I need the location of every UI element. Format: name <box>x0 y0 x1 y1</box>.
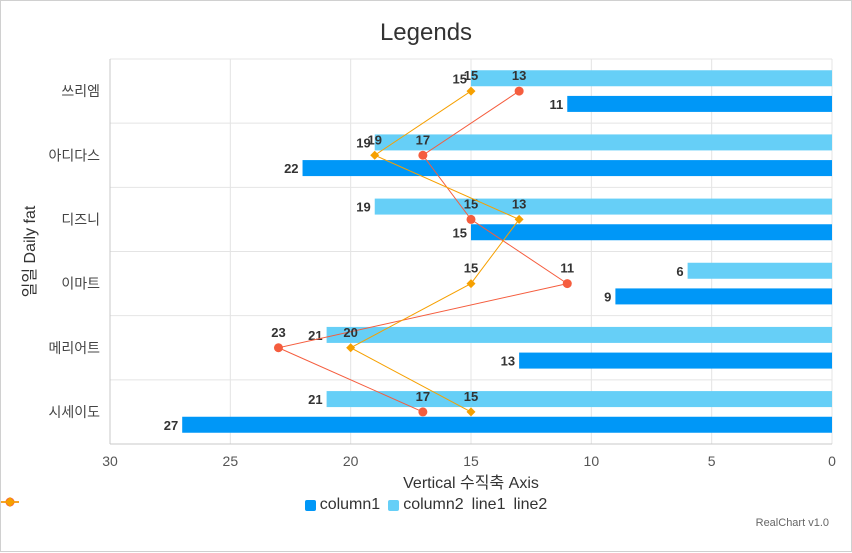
bar-value-label: 11 <box>550 97 564 112</box>
point-value-label: 13 <box>512 68 526 83</box>
bar-column1 <box>302 160 832 177</box>
point-value-label: 15 <box>464 389 478 404</box>
point-value-label: 20 <box>343 325 357 340</box>
bar-value-label: 19 <box>356 200 370 215</box>
point-line2 <box>346 343 356 353</box>
credit-label: RealChart v1.0 <box>755 517 829 529</box>
point-value-label: 17 <box>416 132 430 147</box>
category-label: 이마트 <box>61 276 100 292</box>
point-line2 <box>466 86 476 96</box>
legend-item-column2[interactable]: column2 <box>388 496 464 514</box>
y-axis-title: 일일 Daily fat <box>21 205 39 297</box>
bar-column2 <box>374 134 832 151</box>
legend-label: line1 <box>471 496 506 513</box>
bar-column1 <box>471 224 832 241</box>
point-value-label: 15 <box>464 196 478 211</box>
bar-column2 <box>374 198 832 215</box>
category-label: 시세이도 <box>48 404 100 420</box>
x-tick-label: 10 <box>584 453 600 469</box>
point-line1 <box>562 279 572 289</box>
legend-item-column1[interactable]: column1 <box>304 496 381 514</box>
bar-column1 <box>567 95 832 112</box>
point-value-label: 23 <box>271 325 285 340</box>
x-tick-label: 5 <box>708 453 716 469</box>
point-line1 <box>273 343 283 353</box>
category-label: 아디다스 <box>48 147 100 163</box>
bar-column1 <box>615 288 832 305</box>
point-line1 <box>418 407 428 417</box>
point-line2 <box>466 279 476 289</box>
point-value-label: 11 <box>560 261 574 276</box>
bar-value-label: 15 <box>453 225 467 240</box>
x-tick-label: 15 <box>463 453 479 469</box>
x-tick-label: 30 <box>102 453 118 469</box>
bar-column2 <box>326 326 832 343</box>
bar-column2 <box>471 70 832 87</box>
x-tick-label: 0 <box>828 453 836 469</box>
point-value-label: 13 <box>512 196 526 211</box>
x-axis-title: Vertical 수직축 Axis <box>403 474 539 492</box>
chart-legend: column1 column2 line1 line2 <box>1 496 851 514</box>
x-tick-label: 25 <box>223 453 239 469</box>
bar-column1 <box>182 416 832 433</box>
legend-label: line2 <box>513 496 548 513</box>
legend-swatch <box>304 499 316 511</box>
legend-item-line1[interactable]: line1 <box>1 496 506 514</box>
point-value-label: 15 <box>464 261 478 276</box>
point-line2 <box>370 150 380 160</box>
bar-column2 <box>326 391 832 408</box>
bar-value-label: 6 <box>676 264 683 279</box>
bar-value-label: 13 <box>501 354 515 369</box>
bar-value-label: 21 <box>308 392 322 407</box>
point-value-label: 17 <box>416 389 430 404</box>
legend-item-line2[interactable]: line2 <box>1 496 548 514</box>
bar-column2 <box>687 262 832 279</box>
point-value-label: 15 <box>464 68 478 83</box>
category-label: 디즈니 <box>61 211 100 227</box>
bar-column1 <box>519 352 832 369</box>
line-line2 <box>349 90 520 413</box>
legend-swatch <box>1 497 19 507</box>
bar-value-label: 22 <box>284 161 298 176</box>
bar-value-label: 27 <box>164 418 178 433</box>
point-line2 <box>466 407 476 417</box>
point-line1 <box>466 214 476 224</box>
chart-title: Legends <box>379 19 473 46</box>
legend-label: column1 <box>319 496 381 513</box>
line-line1 <box>276 90 569 413</box>
point-value-label: 19 <box>367 132 381 147</box>
legend-swatch <box>388 499 400 511</box>
bar-value-label: 15 <box>453 71 467 86</box>
category-label: 쓰리엠 <box>61 83 100 99</box>
bar-value-label: 9 <box>604 289 611 304</box>
bar-value-label: 19 <box>356 135 370 150</box>
legend-label: column2 <box>403 496 464 513</box>
category-label: 메리어트 <box>48 340 100 356</box>
x-tick-label: 20 <box>343 453 359 469</box>
point-line2 <box>514 214 524 224</box>
point-line1 <box>514 86 524 96</box>
point-line1 <box>418 150 428 160</box>
